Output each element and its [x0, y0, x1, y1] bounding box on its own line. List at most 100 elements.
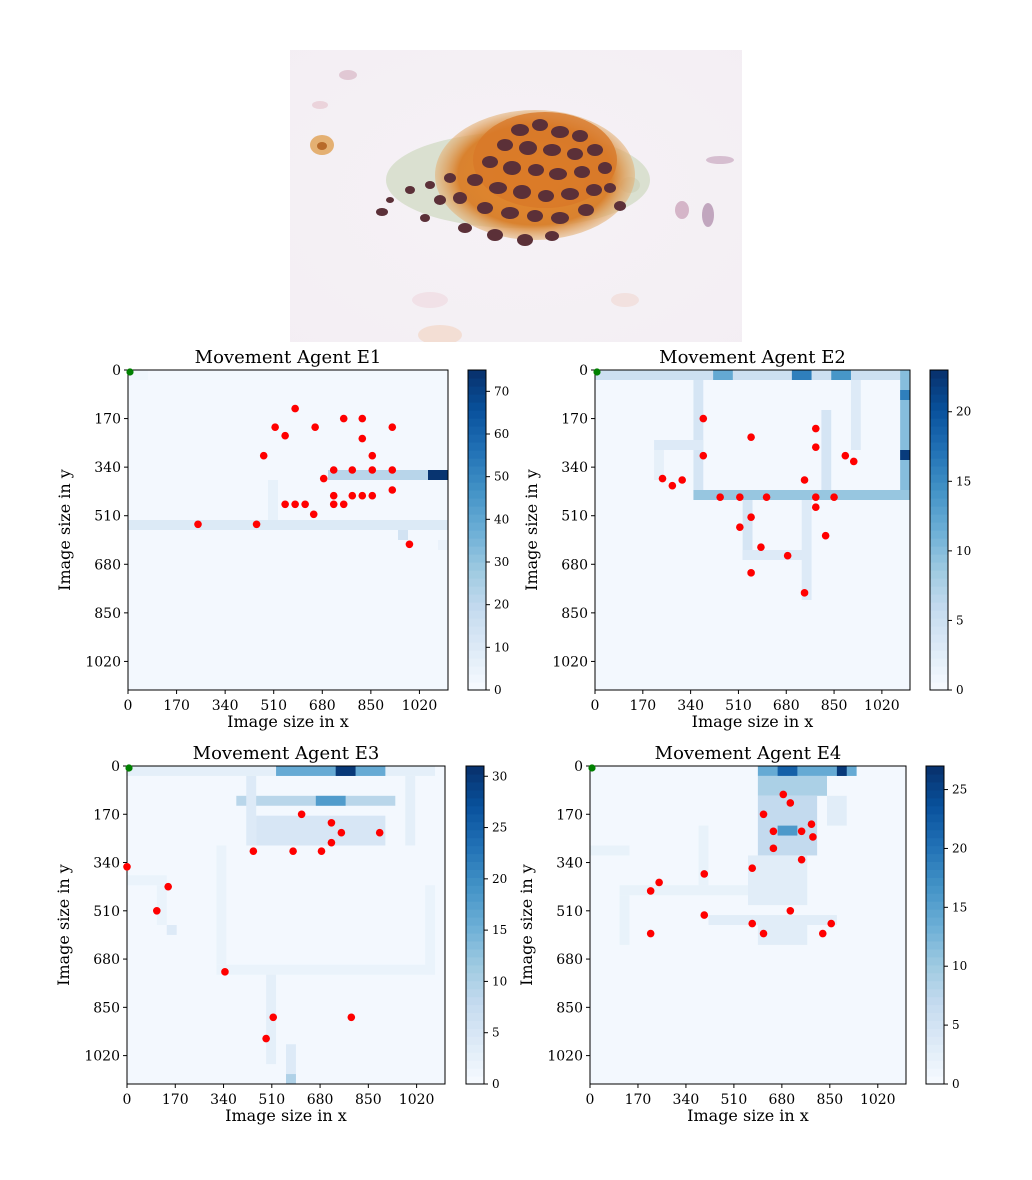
- y-tick-label: 0: [111, 759, 120, 775]
- visit-point: [281, 500, 289, 509]
- colorbar-segment: [466, 885, 484, 894]
- y-tick-label: 340: [561, 460, 588, 476]
- colorbar-segment: [926, 1036, 944, 1045]
- colorbar-tick-label: 0: [492, 1077, 500, 1091]
- colorbar-segment: [926, 1012, 944, 1021]
- visit-point: [797, 827, 806, 836]
- colorbar-segment: [466, 925, 484, 934]
- colorbar-segment: [930, 394, 948, 403]
- heatmap-cell: [405, 775, 416, 846]
- heatmap-cell: [315, 795, 346, 806]
- visit-point: [281, 431, 289, 440]
- colorbar-segment: [468, 674, 486, 683]
- y-tick-label: 170: [561, 412, 588, 428]
- visit-point: [329, 491, 338, 500]
- y-tick-label: 510: [561, 509, 588, 525]
- x-tick-label: 0: [123, 1092, 132, 1108]
- colorbar: 0 5 10 15 20: [929, 369, 971, 697]
- colorbar-segment: [468, 410, 486, 419]
- visit-point: [358, 414, 367, 423]
- colorbar-tick-label: 20: [494, 598, 509, 612]
- visit-point: [646, 887, 655, 895]
- y-tick-label: 1020: [552, 654, 588, 670]
- colorbar-segment: [926, 1060, 944, 1069]
- x-tick-label: 1020: [864, 698, 900, 714]
- visit-point: [736, 493, 744, 501]
- chart-panel-e3: 0017017034034051051068068085085010201020…: [54, 743, 507, 1125]
- x-tick-label: 340: [673, 1092, 700, 1108]
- colorbar-segment: [468, 658, 486, 667]
- colorbar-segment: [930, 618, 948, 627]
- y-tick-label: 680: [556, 952, 583, 968]
- x-tick-label: 850: [821, 698, 848, 714]
- colorbar-segment: [466, 932, 484, 942]
- heatmap-cell: [900, 370, 910, 500]
- visit-point: [700, 911, 709, 919]
- colorbar-tick-label: 70: [494, 384, 509, 398]
- visit-point: [716, 493, 724, 501]
- x-tick-label: 510: [260, 698, 287, 714]
- visit-point: [289, 847, 297, 855]
- colorbar-frame: [465, 765, 485, 1085]
- y-tick-label: 850: [93, 1000, 120, 1016]
- colorbar-segment: [930, 386, 948, 395]
- visit-point: [271, 423, 279, 431]
- colorbar-segment: [466, 1060, 484, 1069]
- y-axis-label: Image size in y: [55, 469, 74, 591]
- y-tick-label: 850: [94, 606, 121, 622]
- colorbar-segment: [468, 450, 486, 459]
- y-tick-label: 340: [556, 856, 583, 872]
- chart-panel-e4: 0017017034034051051068068085085010201020…: [517, 743, 967, 1125]
- x-tick-label: 170: [629, 698, 656, 714]
- heatmap-cell: [590, 845, 630, 856]
- visit-point: [762, 493, 771, 501]
- colorbar-segment: [926, 837, 944, 847]
- colorbar-frame: [925, 765, 945, 1085]
- colorbar-segment: [926, 948, 944, 958]
- colorbar-segment: [926, 805, 944, 815]
- colorbar-segment: [468, 506, 486, 515]
- colorbar-segment: [930, 402, 948, 411]
- heatmap-cell: [276, 766, 386, 776]
- colorbar-segment: [930, 642, 948, 651]
- visit-point: [348, 466, 357, 474]
- colorbar-segment: [930, 570, 948, 579]
- visit-point: [259, 451, 268, 460]
- heatmap-cell: [128, 520, 448, 530]
- heatmap-cell: [216, 845, 227, 965]
- colorbar-segment: [930, 666, 948, 675]
- heatmap-cell: [328, 470, 448, 480]
- x-tick-label: 680: [309, 698, 336, 714]
- visit-point: [194, 520, 202, 529]
- visit-point: [759, 810, 768, 819]
- x-tick-label: 850: [816, 1092, 843, 1108]
- heatmap-cell: [595, 370, 910, 380]
- cytology-cell-cluster-image: [290, 50, 742, 342]
- colorbar-segment: [466, 837, 484, 847]
- heatmap-cell: [827, 795, 847, 826]
- x-tick-label: 340: [210, 1092, 237, 1108]
- visit-point: [769, 844, 778, 853]
- visit-point: [658, 474, 667, 483]
- colorbar-segment: [468, 586, 486, 595]
- heatmap-cells: [127, 766, 436, 1084]
- colorbar-segment: [930, 426, 948, 435]
- visit-point: [339, 414, 348, 423]
- colorbar-segment: [466, 845, 484, 855]
- colorbar-segment: [468, 554, 486, 563]
- visit-points: [123, 810, 384, 1043]
- x-tick-label: 170: [162, 1092, 189, 1108]
- x-tick-label: 340: [212, 698, 239, 714]
- visit-point: [123, 862, 131, 871]
- colorbar-tick-label: 10: [492, 974, 507, 988]
- colorbar-segment: [466, 980, 484, 990]
- heatmap-cell: [425, 885, 436, 975]
- colorbar-tick-label: 10: [494, 640, 509, 654]
- heatmap-cell: [166, 925, 177, 935]
- colorbar-segment: [926, 829, 944, 839]
- colorbar-segment: [466, 1012, 484, 1021]
- colorbar-tick-label: 20: [956, 405, 971, 419]
- visit-point: [757, 543, 765, 551]
- heatmap-cell: [156, 885, 167, 925]
- heatmap-cell: [836, 766, 847, 776]
